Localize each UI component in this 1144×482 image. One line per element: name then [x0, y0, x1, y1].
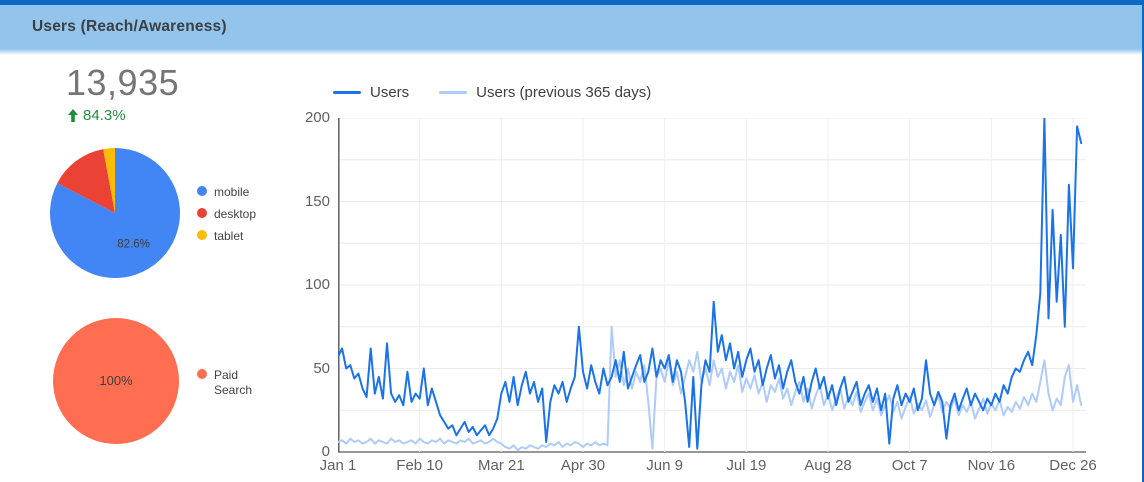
x-tick-label: Jan 1: [319, 457, 357, 474]
legend-item-mobile: mobile: [197, 185, 256, 200]
pie-slice-label: 100%: [99, 373, 133, 388]
channel-pie-chart[interactable]: 100%: [53, 318, 179, 444]
tablet-dot-icon: [197, 230, 207, 240]
y-tick-label: 100: [304, 276, 330, 293]
x-tick-label: Aug 28: [804, 457, 852, 474]
legend-item-desktop: desktop: [197, 207, 256, 222]
timeseries-legend: Users Users (previous 365 days): [333, 84, 651, 101]
legend-item-users-previous: Users (previous 365 days): [439, 84, 651, 101]
x-tick-label: Mar 21: [477, 457, 525, 474]
header-band: [0, 5, 1144, 49]
x-tick-label: Dec 26: [1049, 457, 1097, 474]
users-delta: 84.3%: [68, 107, 126, 124]
x-tick-label: Apr 30: [560, 457, 606, 474]
legend-item-paid-search: Paid Search: [197, 368, 278, 398]
y-tick-label: 200: [304, 109, 330, 126]
page-title: Users (Reach/Awareness): [32, 18, 227, 35]
users-previous-line-icon: [439, 91, 468, 94]
device-pie-legend: mobile desktop tablet: [197, 185, 256, 244]
x-tick-label: Jun 9: [646, 457, 683, 474]
legend-item-tablet: tablet: [197, 229, 256, 244]
x-tick-label: Feb 10: [396, 457, 443, 474]
y-tick-label: 150: [304, 192, 330, 210]
x-tick-label: Oct 7: [891, 457, 928, 474]
pie-slice-label: 82.6%: [117, 239, 150, 251]
device-pie-chart[interactable]: 82.6%: [50, 148, 180, 278]
channel-pie-legend: Paid Search: [197, 368, 278, 398]
x-tick-label: Nov 16: [967, 457, 1016, 474]
header-fade: [0, 49, 1144, 55]
accent-bar: [0, 0, 1144, 5]
users-line-icon: [333, 91, 361, 94]
y-tick-label: 50: [313, 359, 330, 377]
up-arrow-icon: [68, 109, 78, 122]
mobile-dot-icon: [197, 186, 207, 196]
panel-right-border: [1142, 0, 1144, 482]
users-timeseries-chart[interactable]: [338, 118, 1086, 453]
paid-search-dot-icon: [197, 369, 207, 379]
users-total-value: 13,935: [66, 62, 180, 103]
legend-item-users: Users: [333, 84, 409, 101]
desktop-dot-icon: [197, 208, 207, 218]
users-delta-label: 84.3%: [83, 107, 126, 124]
y-tick-label: 0: [321, 443, 330, 460]
x-tick-label: Jul 19: [726, 457, 767, 474]
